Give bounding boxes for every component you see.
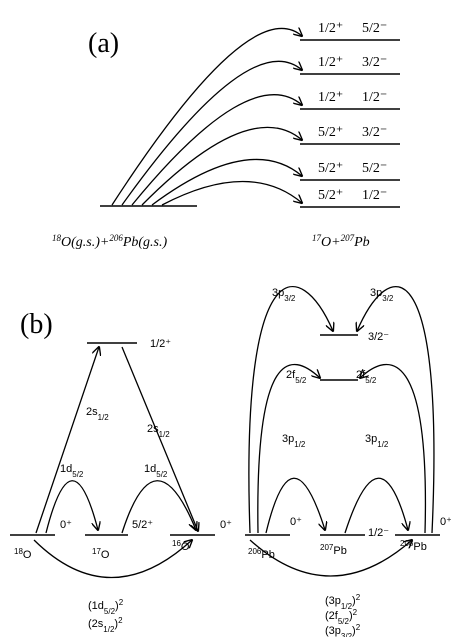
panel-label: (b) xyxy=(20,309,53,340)
initial-label: 18O(g.s.)+206Pb(g.s.) xyxy=(52,233,168,250)
arrow xyxy=(257,363,320,534)
transition-label: 2f5/2 xyxy=(356,369,377,385)
spin-label: 0⁺ xyxy=(60,519,72,531)
pair-configuration: (2s1/2)2 xyxy=(88,616,123,634)
arrow xyxy=(141,126,302,206)
level-label: 3/2⁻ xyxy=(362,125,387,140)
transition-label: 1d5/2 xyxy=(60,463,84,479)
transition-label: 3p3/2 xyxy=(272,287,296,303)
spin-label: 0⁺ xyxy=(290,516,302,528)
final-label: 17O+207Pb xyxy=(312,233,370,250)
transition-label: 2f5/2 xyxy=(286,369,307,385)
arrow xyxy=(344,477,408,534)
nucleus-label: 208Pb xyxy=(400,539,427,554)
transition-label: 2s1/2 xyxy=(86,406,109,422)
pair-configuration: (3p3/2)2 xyxy=(325,623,361,637)
nucleus-label: 18O xyxy=(14,547,32,562)
spin-label: 1/2⁻ xyxy=(368,527,389,539)
pair-configuration: (3p1/2)2 xyxy=(325,593,361,611)
level-label: 1/2⁺ xyxy=(318,21,343,36)
level-label: 1/2⁺ xyxy=(318,90,343,105)
transition-label: 3p1/2 xyxy=(282,433,306,449)
pair-configuration: (2f5/2)2 xyxy=(325,608,358,626)
arrow xyxy=(121,346,198,531)
nucleus-label: 206Pb xyxy=(248,547,275,562)
arrow xyxy=(131,94,302,206)
spin-label: 0⁺ xyxy=(220,519,232,531)
panel-a: (a) 18O(g.s.)+206Pb(g.s.) 17O+207Pb 1/2⁺… xyxy=(52,21,400,250)
arrow xyxy=(45,480,98,534)
nucleus-label: 207Pb xyxy=(320,543,347,558)
arrow xyxy=(249,540,412,577)
level-label: 3/2⁻ xyxy=(362,55,387,70)
arrow xyxy=(35,347,99,534)
spin-label: 0⁺ xyxy=(440,516,451,528)
level-label: 5/2⁺ xyxy=(318,188,343,203)
arrow xyxy=(151,158,302,206)
arrow xyxy=(248,286,333,534)
pair-configuration: (1d5/2)2 xyxy=(88,598,124,616)
transition-label: 3p1/2 xyxy=(365,433,389,449)
level-label: 1/2⁻ xyxy=(362,90,387,105)
level-label: 5/2⁺ xyxy=(318,161,343,176)
arrow xyxy=(121,480,196,534)
transition-label: 3p3/2 xyxy=(370,287,394,303)
spin-label: 1/2⁺ xyxy=(150,338,171,350)
arrow xyxy=(161,180,302,206)
level-label: 5/2⁻ xyxy=(362,161,387,176)
level-label: 1/2⁺ xyxy=(318,55,343,70)
arrow xyxy=(360,363,427,534)
transition-label: 1d5/2 xyxy=(144,463,168,479)
spin-label: 3/2⁻ xyxy=(368,331,389,343)
level-label: 5/2⁻ xyxy=(362,21,387,36)
panel-label: (a) xyxy=(88,28,119,59)
level-label: 5/2⁺ xyxy=(318,125,343,140)
arrow xyxy=(357,286,435,534)
nucleus-label: 16O xyxy=(172,539,190,554)
panel-b: (b) 1/2⁺ 0⁺ 5/2⁺ 0⁺ 18O 17O 16O 2s1/2 2s… xyxy=(10,286,451,637)
arrow xyxy=(121,60,302,206)
arrow xyxy=(33,540,192,578)
arrow xyxy=(111,28,302,206)
transition-label: 2s1/2 xyxy=(147,423,170,439)
nucleus-label: 17O xyxy=(92,547,110,562)
level-label: 1/2⁻ xyxy=(362,188,387,203)
arrow xyxy=(265,477,325,534)
spin-label: 5/2⁺ xyxy=(132,519,153,531)
